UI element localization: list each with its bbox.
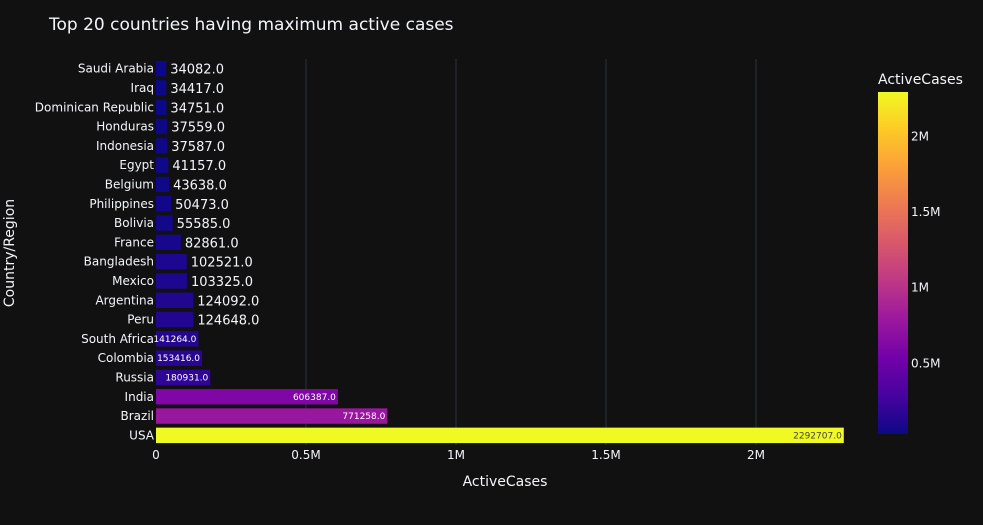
- bar: [156, 427, 844, 444]
- bar: [156, 196, 172, 212]
- category-label: Argentina: [95, 293, 154, 307]
- data-label: 34082.0: [170, 63, 224, 78]
- x-tick-label: 1.5M: [591, 448, 620, 462]
- data-label: 41157.0: [172, 159, 226, 174]
- bar: [156, 176, 170, 193]
- category-label: India: [125, 390, 154, 404]
- category-label: Honduras: [96, 120, 154, 134]
- category-label: Bolivia: [114, 216, 154, 230]
- category-label: Indonesia: [96, 139, 154, 153]
- grid-lines: [305, 59, 757, 445]
- bar: [156, 273, 187, 289]
- category-label: Egypt: [119, 158, 154, 172]
- y-axis-title: Country/Region: [2, 199, 18, 307]
- category-labels: Saudi Arabia Iraq Dominican Republic Hondur…: [35, 62, 155, 443]
- category-label: USA: [129, 428, 155, 442]
- data-label: 37587.0: [171, 140, 225, 155]
- bar: [156, 234, 181, 251]
- bar: [156, 80, 167, 96]
- data-label: 180931.0: [165, 373, 208, 383]
- bar: [156, 215, 173, 231]
- data-label: 82861.0: [185, 236, 239, 251]
- category-label: France: [114, 235, 154, 249]
- colorbar-tick-label: 2M: [911, 129, 929, 143]
- category-label: Bangladesh: [84, 255, 154, 269]
- category-label: Peru: [127, 313, 154, 327]
- bar: [156, 311, 194, 328]
- data-label: 771258.0: [342, 412, 385, 422]
- category-label: Philippines: [89, 197, 154, 211]
- data-label: 124092.0: [197, 294, 259, 309]
- data-label: 2292707.0: [793, 431, 842, 441]
- x-axis-title: ActiveCases: [463, 474, 548, 490]
- bar: [156, 60, 167, 77]
- category-label: Colombia: [98, 351, 154, 365]
- data-label: 102521.0: [191, 256, 253, 271]
- data-label: 37559.0: [171, 121, 225, 136]
- bar: [156, 369, 211, 386]
- chart-title: Top 20 countries having maximum active c…: [48, 15, 454, 35]
- colorbar-title: ActiveCases: [878, 72, 963, 88]
- bar: [156, 389, 338, 405]
- bar: [156, 253, 187, 270]
- data-label: 141264.0: [153, 335, 196, 345]
- colorbar-tick-label: 0.5M: [911, 356, 940, 370]
- colorbar-tick-label: 1M: [911, 281, 929, 295]
- colorbar: [878, 92, 908, 434]
- category-label: Saudi Arabia: [78, 62, 154, 76]
- x-tick-label: 1M: [447, 448, 465, 462]
- x-tick-label: 2M: [747, 448, 765, 462]
- data-label: 34751.0: [170, 101, 224, 116]
- bars: 34082.0 34417.0 34751.0 37559.0 37587.0 41157…: [153, 60, 844, 444]
- colorbar-tick-label: 1.5M: [911, 205, 940, 219]
- x-tick-label: 0.5M: [291, 448, 320, 462]
- bar: [156, 350, 203, 366]
- data-label: 153416.0: [157, 354, 200, 364]
- category-label: Iraq: [131, 81, 154, 95]
- category-label: Russia: [115, 370, 154, 384]
- category-label: South Africa: [81, 332, 154, 346]
- data-label: 606387.0: [293, 393, 336, 403]
- bar: [156, 118, 168, 135]
- data-label: 34417.0: [170, 82, 224, 97]
- bar: [156, 408, 388, 424]
- x-tick-label: 0: [152, 448, 160, 462]
- data-label: 124648.0: [197, 314, 259, 329]
- category-label: Brazil: [121, 409, 155, 423]
- bar: [156, 331, 199, 347]
- bar: [156, 157, 169, 173]
- category-label: Mexico: [112, 274, 154, 288]
- bar: [156, 99, 167, 115]
- category-label: Belgium: [105, 177, 154, 191]
- data-label: 55585.0: [177, 217, 231, 232]
- data-label: 43638.0: [173, 178, 227, 193]
- colorbar-ticks: 0.5M 1M 1.5M 2M: [911, 129, 940, 370]
- data-label: 50473.0: [175, 198, 229, 213]
- category-label: Dominican Republic: [35, 100, 154, 114]
- bar: [156, 138, 168, 154]
- bar: [156, 292, 194, 308]
- data-label: 103325.0: [191, 275, 253, 290]
- x-tick-labels: 0 0.5M 1M 1.5M 2M: [152, 448, 765, 462]
